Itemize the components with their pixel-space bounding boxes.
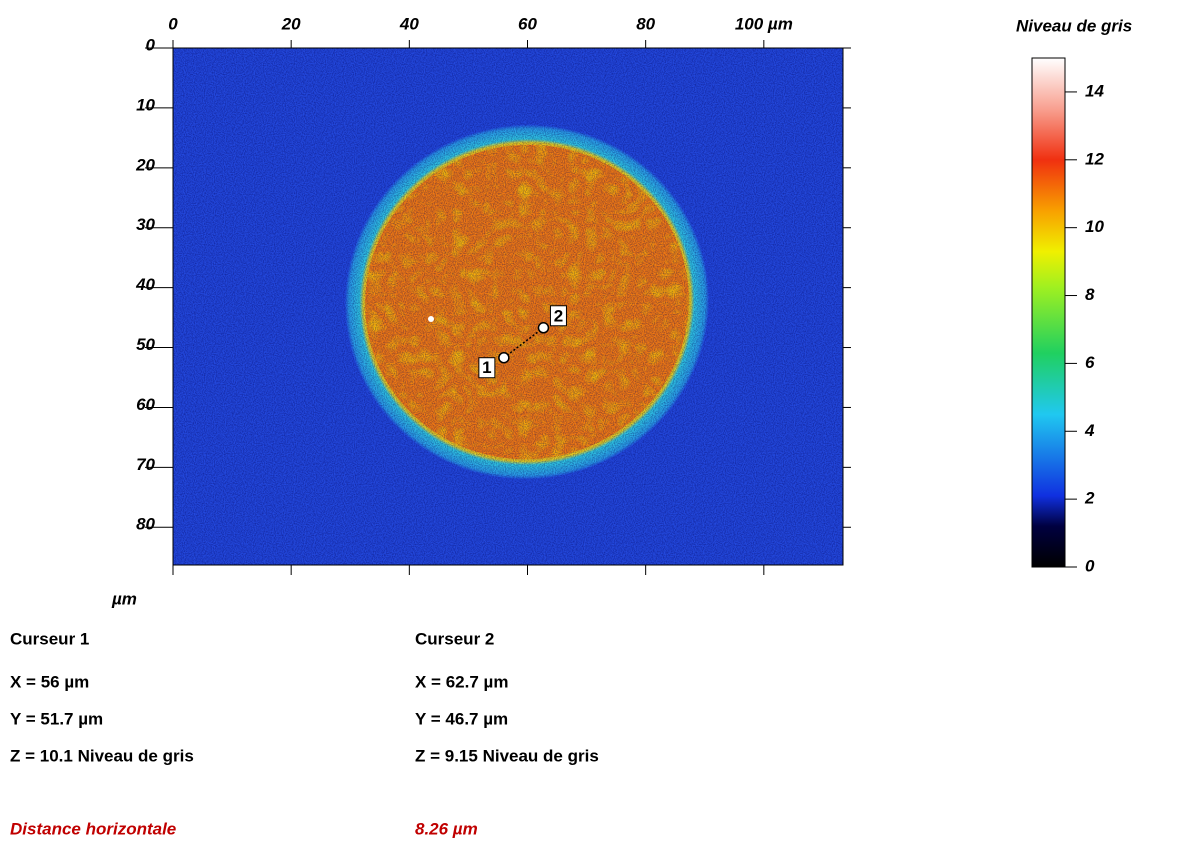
colorbar-tick-label: 12 bbox=[1085, 149, 1104, 168]
readout-line: Z = 10.1 Niveau de gris bbox=[10, 746, 194, 765]
readout-line: X = 56 µm bbox=[10, 672, 89, 691]
y-tick-label: 10 bbox=[136, 95, 155, 114]
y-tick-label: 70 bbox=[136, 455, 155, 474]
cursor-label: 1 bbox=[482, 358, 491, 377]
cursor-label-box bbox=[478, 357, 496, 379]
y-tick-label: 80 bbox=[136, 515, 155, 534]
cursor-label-box bbox=[549, 305, 567, 327]
colorbar-tick-label: 4 bbox=[1084, 421, 1095, 440]
colorbar-tick-label: 0 bbox=[1085, 556, 1095, 575]
y-tick-label: 40 bbox=[135, 275, 155, 294]
height-map bbox=[173, 48, 843, 565]
x-tick-label: 60 bbox=[518, 14, 537, 33]
x-tick-label: 100 µm bbox=[735, 14, 793, 33]
distance-value: 8.26 µm bbox=[415, 819, 478, 838]
readout-title: Curseur 1 bbox=[10, 629, 89, 648]
readout-line: X = 62.7 µm bbox=[415, 672, 508, 691]
cursor-label: 2 bbox=[554, 306, 563, 325]
readout-line: Y = 46.7 µm bbox=[415, 709, 508, 728]
cursor-marker bbox=[498, 351, 510, 364]
cursor-link bbox=[503, 327, 544, 359]
colorbar bbox=[1031, 57, 1066, 568]
colorbar-title: Niveau de gris bbox=[1016, 16, 1132, 35]
colorbar-tick-label: 6 bbox=[1085, 353, 1095, 372]
y-tick-label: 0 bbox=[146, 35, 156, 54]
colorbar-tick-label: 2 bbox=[1084, 489, 1095, 508]
x-tick-label: 80 bbox=[636, 14, 655, 33]
colorbar-tick-label: 8 bbox=[1085, 285, 1095, 304]
axis-unit: µm bbox=[111, 589, 137, 608]
y-tick-label: 30 bbox=[136, 215, 155, 234]
x-tick-label: 20 bbox=[281, 14, 301, 33]
y-tick-label: 60 bbox=[136, 395, 155, 414]
distance-label: Distance horizontale bbox=[10, 819, 176, 838]
y-tick-label: 20 bbox=[135, 155, 155, 174]
x-tick-label: 0 bbox=[168, 14, 178, 33]
colorbar-tick-label: 10 bbox=[1085, 217, 1104, 236]
cursor-marker bbox=[537, 322, 550, 334]
readout-line: Z = 9.15 Niveau de gris bbox=[415, 746, 599, 765]
readout-title: Curseur 2 bbox=[415, 629, 494, 648]
colorbar-tick-label: 14 bbox=[1085, 81, 1104, 100]
y-tick-label: 50 bbox=[136, 335, 155, 354]
x-tick-label: 40 bbox=[399, 14, 419, 33]
readout-line: Y = 51.7 µm bbox=[10, 709, 103, 728]
